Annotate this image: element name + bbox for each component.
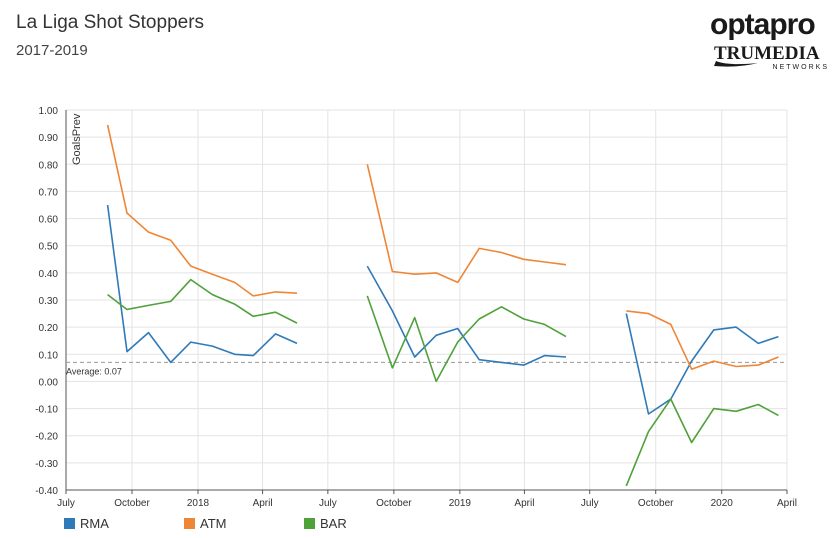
y-axis-label: GoalsPrev <box>71 113 83 165</box>
series-line-atm <box>626 310 779 371</box>
series-line-atm <box>106 124 298 297</box>
legend-item-atm[interactable]: ATM <box>184 516 304 531</box>
series-line-atm <box>366 164 567 284</box>
x-tick-label: July <box>57 498 75 509</box>
series-bar <box>107 278 779 487</box>
y-tick-label: -0.20 <box>35 432 58 443</box>
series-line-rma <box>366 265 567 366</box>
y-tick-label: 0.00 <box>39 377 59 388</box>
chart-title: La Liga Shot Stoppers <box>16 12 205 33</box>
series-rma <box>106 204 779 415</box>
y-tick-label: 0.30 <box>39 296 59 307</box>
legend-label: RMA <box>80 516 109 531</box>
legend-swatch <box>304 518 315 529</box>
y-tick-label: -0.40 <box>35 486 58 497</box>
x-tick-label: April <box>777 498 797 509</box>
series-line-bar <box>625 398 779 487</box>
series-line-bar <box>107 278 298 324</box>
x-tick-label: July <box>319 498 337 509</box>
y-tick-label: 0.10 <box>39 350 59 361</box>
legend-swatch <box>64 518 75 529</box>
x-tick-label: April <box>253 498 273 509</box>
x-tick-label: October <box>114 498 150 509</box>
average-label: Average: 0.07 <box>66 366 122 376</box>
y-tick-label: 0.60 <box>39 215 59 226</box>
legend-item-rma[interactable]: RMA <box>64 516 184 531</box>
series-atm <box>106 124 779 371</box>
y-tick-label: 1.00 <box>39 106 59 117</box>
logo-optapro-text: optapro <box>710 8 815 41</box>
y-tick-label: 0.90 <box>39 133 59 144</box>
legend-swatch <box>184 518 195 529</box>
series-line-rma <box>106 204 298 364</box>
x-tick-label: October <box>638 498 674 509</box>
y-tick-label: -0.30 <box>35 459 58 470</box>
series-lines <box>106 124 779 487</box>
x-tick-label: 2020 <box>711 498 734 509</box>
logo-networks-text: NETWORKS <box>773 64 829 71</box>
logo-swoosh-icon <box>714 61 758 67</box>
chart-grid <box>65 109 788 491</box>
y-tick-label: 0.70 <box>39 187 59 198</box>
x-tick-label: 2019 <box>449 498 472 509</box>
y-tick-label: 0.40 <box>39 269 59 280</box>
chart-axes: 1.00 0.90 0.80 0.70 0.60 0.50 0.40 0.30 0.20 0.10… <box>35 106 797 509</box>
y-tick-label: 0.80 <box>39 160 59 171</box>
logo-trumedia-text: TRUMEDIA <box>714 43 820 64</box>
chart-subtitle: 2017-2019 <box>16 42 88 59</box>
chart-legend: RMA ATM BAR <box>64 516 424 531</box>
series-line-bar <box>366 295 567 383</box>
y-tick-label: -0.10 <box>35 405 58 416</box>
legend-label: ATM <box>200 516 227 531</box>
y-tick-label: 0.50 <box>39 242 59 253</box>
x-tick-label: July <box>581 498 599 509</box>
legend-label: BAR <box>320 516 347 531</box>
legend-item-bar[interactable]: BAR <box>304 516 424 531</box>
x-tick-label: 2018 <box>187 498 210 509</box>
series-line-rma <box>625 313 779 415</box>
y-tick-label: 0.20 <box>39 323 59 334</box>
optapro-trumedia-logo: optapro TRUMEDIA NETWORKS <box>710 8 829 71</box>
x-tick-label: October <box>376 498 412 509</box>
average-line-group: Average: 0.07 <box>66 361 787 376</box>
x-tick-label: April <box>514 498 534 509</box>
